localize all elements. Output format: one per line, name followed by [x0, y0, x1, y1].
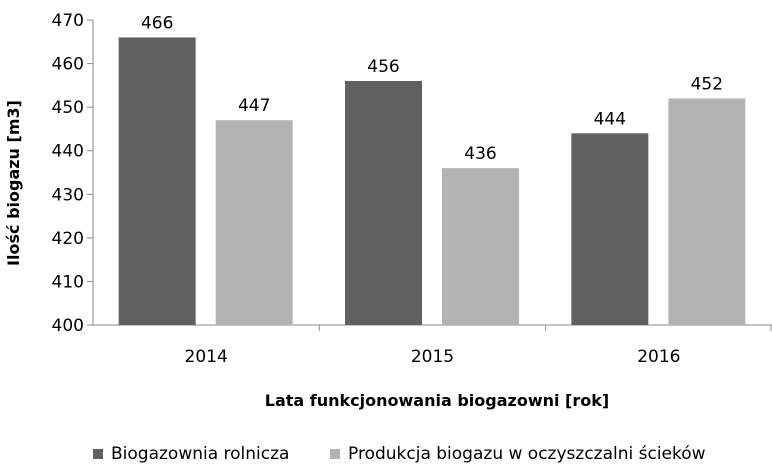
y-tick-label: 410 [52, 272, 84, 292]
bar-chart: Ilość biogazu [m3] Lata funkcjonowania b… [4, 11, 772, 410]
plot-area: 400 410 420 430 440 450 460 470 2014 466 447 2015 45… [52, 11, 772, 367]
legend-label-series-2: Produkcja biogazu w oczyszczalni ścieków [348, 444, 706, 464]
legend-item-series-1: Biogazownia rolnicza [93, 444, 289, 464]
data-label-2014-series-1: 466 [141, 13, 173, 33]
x-tick-label: 2016 [637, 347, 680, 367]
legend-swatch-series-1 [93, 449, 103, 459]
bar-2014-series-1 [118, 37, 196, 326]
y-tick-label: 400 [52, 316, 84, 336]
x-tick-label: 2015 [411, 347, 454, 367]
y-tick-label: 440 [52, 142, 84, 162]
y-tick-label: 450 [52, 98, 84, 118]
y-axis-title: Ilość biogazu [m3] [4, 100, 23, 266]
bar-2016-series-1 [571, 133, 649, 325]
data-label-2015-series-2: 436 [464, 144, 496, 164]
legend-item-series-2: Produkcja biogazu w oczyszczalni ścieków [330, 444, 706, 464]
data-label-2016-series-2: 452 [691, 74, 723, 94]
y-tick-label: 460 [52, 55, 84, 75]
bar-2015-series-1 [345, 81, 422, 325]
legend-swatch-series-2 [330, 449, 340, 459]
y-tick-label: 470 [52, 11, 84, 31]
legend-label-series-1: Biogazownia rolnicza [111, 444, 290, 464]
data-label-2015-series-1: 456 [367, 57, 399, 77]
data-label-2016-series-1: 444 [594, 109, 626, 129]
bar-2015-series-2 [442, 168, 519, 325]
y-tick-label: 420 [52, 229, 84, 249]
x-tick-label: 2014 [185, 347, 228, 367]
data-label-2014-series-2: 447 [238, 96, 270, 116]
bar-2016-series-2 [668, 98, 746, 325]
legend: Biogazownia rolnicza Produkcja biogazu w… [0, 440, 772, 468]
x-axis-title: Lata funkcjonowania biogazowni [rok] [265, 391, 609, 410]
y-tick-label: 430 [52, 185, 84, 205]
bar-2014-series-2 [215, 120, 293, 325]
